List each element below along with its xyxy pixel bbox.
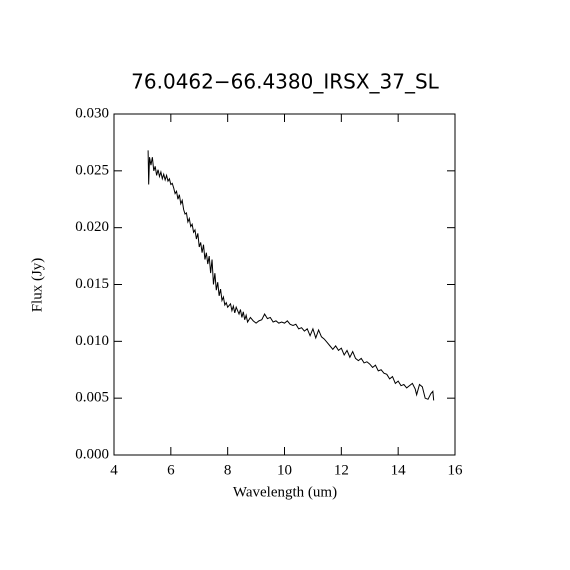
chart-title: 76.0462−66.4380_IRSX_37_SL [131, 70, 440, 94]
x-tick-label: 6 [167, 462, 175, 478]
y-axis-label: Flux (Jy) [29, 258, 45, 313]
x-tick-label: 14 [391, 462, 407, 478]
y-tick-label: 0.000 [75, 446, 109, 462]
y-tick-label: 0.020 [75, 219, 109, 235]
x-axis-label: Wavelength (um) [233, 484, 337, 500]
x-tick-label: 4 [110, 462, 118, 478]
x-tick-label: 8 [224, 462, 232, 478]
x-tick-label: 10 [277, 462, 292, 478]
x-tick-label: 12 [334, 462, 349, 478]
spectrum-line [147, 150, 435, 401]
x-tick-label: 16 [448, 462, 464, 478]
y-tick-label: 0.025 [75, 162, 109, 178]
y-tick-label: 0.010 [75, 333, 109, 349]
y-tick-label: 0.015 [75, 276, 109, 292]
y-tick-label: 0.005 [75, 390, 109, 406]
y-tick-label: 0.030 [75, 105, 109, 121]
plot-frame [113, 113, 456, 456]
